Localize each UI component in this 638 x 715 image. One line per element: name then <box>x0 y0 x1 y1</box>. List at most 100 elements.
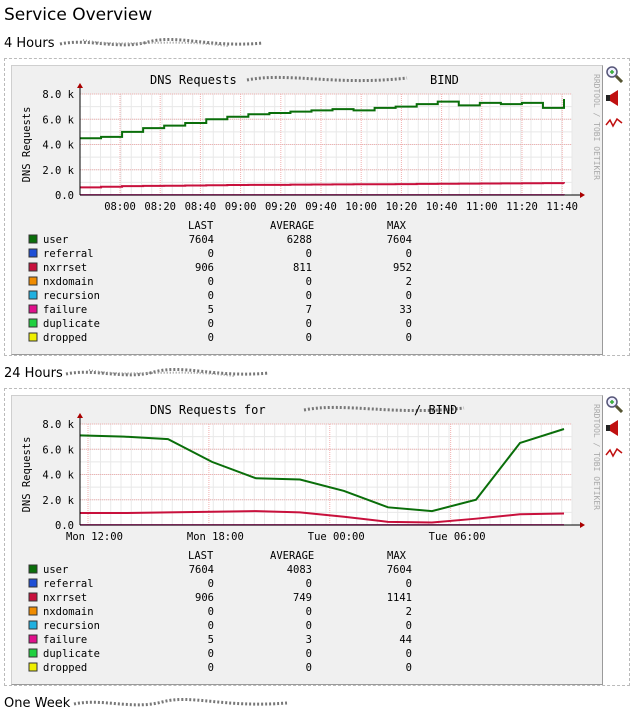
y-axis-label: DNS Requests <box>21 437 33 513</box>
series-line-nxrrset <box>80 182 565 189</box>
graph-24-hours[interactable]: DNS Requests for / BIND RRDTOOL / TOBI OET… <box>11 395 603 685</box>
value-max: 952 <box>393 262 412 274</box>
x-tick-label: 08:00 <box>104 201 136 213</box>
value-average: 0 <box>306 332 312 344</box>
legend-label: dropped <box>43 662 87 674</box>
period-label-one-week: One Week <box>4 696 71 711</box>
value-average: 0 <box>306 248 312 260</box>
legend-label: referral <box>43 578 94 590</box>
speaker-icon[interactable] <box>605 419 623 437</box>
table-header: LAST <box>188 550 214 562</box>
x-tick-label: 08:40 <box>185 201 217 213</box>
legend-swatch <box>28 606 38 616</box>
graph-tools-4-hours <box>605 65 624 137</box>
legend-label: duplicate <box>43 648 100 660</box>
value-last: 0 <box>208 290 214 302</box>
x-tick-label: 09:20 <box>265 201 297 213</box>
value-average: 0 <box>306 290 312 302</box>
y-axis-arrow <box>77 413 83 418</box>
y-tick-label: 8.0 k <box>42 89 74 101</box>
value-average: 0 <box>306 318 312 330</box>
legend-label: referral <box>43 248 94 260</box>
trend-icon[interactable] <box>605 443 623 461</box>
y-tick-label: 2.0 k <box>42 165 74 177</box>
period-label-24-hours: 24 Hours <box>4 366 63 381</box>
value-average: 0 <box>306 276 312 288</box>
y-tick-label: 4.0 k <box>42 140 74 152</box>
value-max: 7604 <box>387 234 412 246</box>
value-average: 3 <box>306 634 312 646</box>
value-last: 5 <box>208 634 214 646</box>
value-last: 5 <box>208 304 214 316</box>
value-max: 44 <box>399 634 412 646</box>
value-average: 0 <box>306 606 312 618</box>
y-tick-label: 6.0 k <box>42 114 74 126</box>
y-tick-label: 4.0 k <box>42 470 74 482</box>
chart-svg-24-hours: DNS Requests for / BIND RRDTOOL / TOBI OET… <box>21 403 601 674</box>
table-header: MAX <box>387 220 407 232</box>
value-max: 0 <box>406 332 412 344</box>
zoom-icon[interactable] <box>605 65 624 84</box>
value-average: 6288 <box>287 234 312 246</box>
legend-swatch <box>28 262 38 272</box>
value-max: 0 <box>406 318 412 330</box>
y-axis-arrow <box>77 83 83 88</box>
value-last: 906 <box>195 592 214 604</box>
legend-swatch <box>28 662 38 672</box>
legend-swatch <box>28 234 38 244</box>
redacted-hostname <box>73 697 288 707</box>
period-label-4-hours: 4 Hours <box>4 36 55 51</box>
graph-panel-24-hours: DNS Requests for / BIND RRDTOOL / TOBI OET… <box>4 388 630 686</box>
graph-panel-4-hours: DNS Requests BIND RRDTOOL / TOBI OETIKER DN… <box>4 58 630 356</box>
graph-tools-24-hours <box>605 395 624 467</box>
legend-swatch <box>28 620 38 630</box>
value-average: 0 <box>306 578 312 590</box>
trend-icon[interactable] <box>605 113 623 131</box>
redacted-hostname <box>303 405 465 413</box>
legend-swatch <box>28 248 38 258</box>
legend-label: nxrrset <box>43 262 87 274</box>
series-line-user <box>79 428 565 513</box>
value-max: 1141 <box>387 592 412 604</box>
value-average: 0 <box>306 648 312 660</box>
zoom-icon[interactable] <box>605 395 624 414</box>
graph-watermark: RRDTOOL / TOBI OETIKER <box>592 404 601 510</box>
graph-4-hours[interactable]: DNS Requests BIND RRDTOOL / TOBI OETIKER DN… <box>11 65 603 355</box>
value-last: 0 <box>208 662 214 674</box>
value-average: 4083 <box>287 564 312 576</box>
x-tick-label: 08:20 <box>144 201 176 213</box>
legend-swatch <box>28 634 38 644</box>
legend-label: user <box>43 234 68 246</box>
value-max: 7604 <box>387 564 412 576</box>
value-average: 0 <box>306 620 312 632</box>
y-tick-label: 2.0 k <box>42 495 74 507</box>
value-max: 33 <box>399 304 412 316</box>
graph-title: DNS Requests for <box>150 403 266 417</box>
x-tick-label: 10:40 <box>426 201 458 213</box>
legend-swatch <box>28 276 38 286</box>
value-last: 0 <box>208 578 214 590</box>
x-tick-label: 09:40 <box>305 201 337 213</box>
value-max: 0 <box>406 248 412 260</box>
x-tick-label: 11:40 <box>546 201 578 213</box>
x-tick-label: Mon 18:00 <box>187 531 244 543</box>
x-tick-label: 09:00 <box>225 201 257 213</box>
x-tick-label: Tue 00:00 <box>308 531 365 543</box>
x-tick-label: 10:20 <box>386 201 418 213</box>
value-last: 0 <box>208 276 214 288</box>
speaker-icon[interactable] <box>605 89 623 107</box>
value-last: 0 <box>208 332 214 344</box>
legend-label: recursion <box>43 290 100 302</box>
value-max: 0 <box>406 662 412 674</box>
graph-title-suffix: / BIND <box>414 403 457 417</box>
legend-label: recursion <box>43 620 100 632</box>
legend-swatch <box>28 304 38 314</box>
table-header: AVERAGE <box>270 220 314 232</box>
legend-swatch <box>28 578 38 588</box>
value-max: 0 <box>406 648 412 660</box>
y-tick-label: 8.0 k <box>42 419 74 431</box>
page-title: Service Overview <box>4 5 153 25</box>
value-last: 906 <box>195 262 214 274</box>
value-max: 2 <box>406 276 412 288</box>
x-tick-label: 11:00 <box>466 201 498 213</box>
